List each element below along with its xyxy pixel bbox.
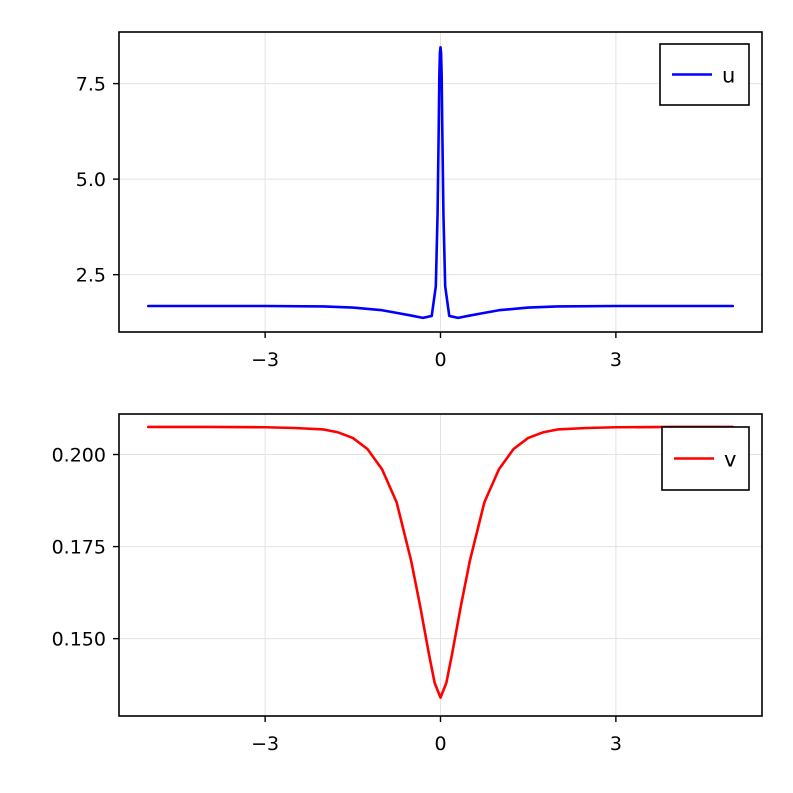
- y-tick-label: 7.5: [76, 74, 106, 96]
- legend: u: [659, 43, 750, 106]
- y-tick-label: 0.150: [52, 629, 106, 651]
- y-tick-label: 2.5: [76, 265, 106, 287]
- y-tick-label: 0.200: [52, 445, 106, 467]
- series-line-u: [146, 45, 735, 320]
- legend-label-v: v: [724, 448, 736, 472]
- legend-label-u: u: [722, 64, 735, 88]
- x-tick-label: 0: [434, 349, 446, 371]
- x-tick-label: 3: [610, 349, 622, 371]
- x-tick-label: 0: [434, 733, 446, 755]
- x-tick-label: −3: [251, 733, 279, 755]
- bottom-panel: −3 0 3 0.150 0.175 0.200 v: [52, 413, 763, 755]
- series-line-v: [146, 425, 735, 699]
- x-tick-label: −3: [251, 349, 279, 371]
- top-panel: −3 0 3 2.5 5.0 7.5 u: [76, 31, 763, 371]
- y-tick-label: 0.175: [52, 537, 106, 559]
- legend: v: [661, 426, 750, 491]
- y-tick-label: 5.0: [76, 169, 106, 191]
- x-tick-label: 3: [610, 733, 622, 755]
